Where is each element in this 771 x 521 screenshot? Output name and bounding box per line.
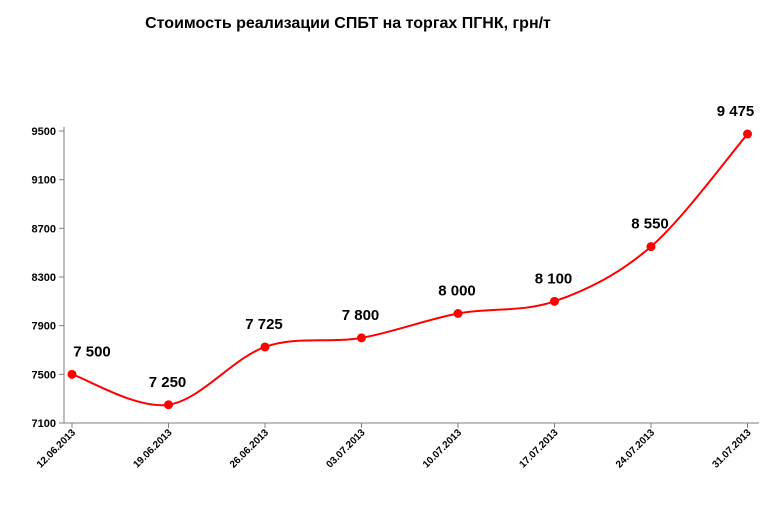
- series-layer: [67, 129, 752, 410]
- data-label: 8 000: [438, 283, 476, 300]
- y-tick-label: 7100: [32, 418, 56, 430]
- data-label: 9 475: [717, 103, 755, 120]
- data-point: [260, 342, 270, 352]
- data-point: [453, 309, 463, 318]
- chart-title: Стоимость реализации СПБТ на торгах ПГНК…: [145, 15, 551, 32]
- data-point: [550, 296, 559, 306]
- y-tick-labels: 7100 7500 7900 8300 8700 9100 9500: [32, 126, 56, 430]
- data-point: [67, 369, 77, 379]
- series-line: [71, 133, 749, 407]
- data-label: 7 500: [73, 343, 111, 360]
- data-labels: 7 500 7 250 7 725 7 800 8 000 8 100 8 550 9 475: [73, 103, 754, 391]
- data-label: 7 725: [245, 316, 283, 333]
- x-tick-labels: 12.06.2013 19.06.2013 26.06.2013 03.07.2013…: [35, 427, 754, 470]
- chart-axes: [59, 127, 759, 428]
- y-tick-label: 7500: [32, 369, 56, 381]
- data-label: 7 250: [149, 374, 187, 391]
- data-label: 8 100: [535, 270, 573, 287]
- y-tick-label: 7900: [32, 321, 56, 333]
- x-tick-label: 31.07.2013: [710, 427, 753, 470]
- x-tick-label: 24.07.2013: [614, 427, 657, 470]
- data-point: [646, 242, 656, 252]
- data-label: 8 550: [631, 216, 669, 233]
- x-tick-label: 19.06.2013: [131, 427, 174, 470]
- x-tick-label: 03.07.2013: [324, 427, 367, 470]
- data-point: [357, 333, 366, 343]
- x-tick-label: 26.06.2013: [228, 427, 271, 470]
- y-tick-label: 8700: [32, 223, 56, 235]
- x-tick-label: 10.07.2013: [421, 427, 464, 470]
- data-point: [164, 400, 173, 410]
- y-tick-label: 8300: [32, 272, 56, 284]
- x-tick-label: 17.07.2013: [517, 427, 560, 470]
- y-tick-label: 9100: [32, 175, 56, 187]
- data-label: 7 800: [342, 307, 380, 324]
- y-tick-label: 9500: [32, 126, 56, 138]
- data-point: [743, 129, 752, 139]
- x-tick-label: 12.06.2013: [35, 427, 78, 470]
